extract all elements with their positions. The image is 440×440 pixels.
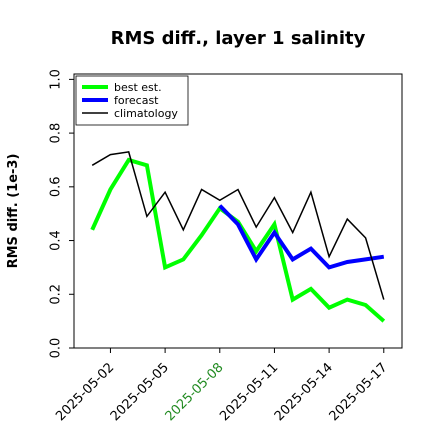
plot-frame bbox=[73, 73, 403, 349]
y-axis: 0.0 0.2 0.4 0.6 0.8 1.0 bbox=[49, 69, 74, 358]
series-line-forecast bbox=[218, 204, 385, 270]
y-tick-label: 1.0 bbox=[49, 69, 64, 90]
y-tick-label: 0.6 bbox=[49, 176, 64, 197]
x-axis: 2025-05-022025-05-052025-05-082025-05-11… bbox=[53, 348, 391, 424]
x-tick-label: 2025-05-17 bbox=[327, 360, 391, 424]
series-group bbox=[90, 151, 386, 323]
y-tick-label: 0.8 bbox=[49, 123, 64, 144]
legend-label: forecast bbox=[114, 94, 159, 107]
y-axis-label: RMS diff. (1e-3) bbox=[6, 154, 21, 269]
series-line-best-est bbox=[90, 157, 386, 323]
legend-label: climatology bbox=[114, 107, 178, 120]
legend-label: best est. bbox=[114, 81, 162, 94]
y-tick-label: 0.0 bbox=[49, 338, 64, 359]
chart-title: RMS diff., layer 1 salinity bbox=[111, 28, 366, 49]
series-line-climatology bbox=[91, 151, 385, 300]
y-tick-label: 0.4 bbox=[49, 230, 64, 251]
y-tick-label: 0.2 bbox=[49, 284, 64, 305]
